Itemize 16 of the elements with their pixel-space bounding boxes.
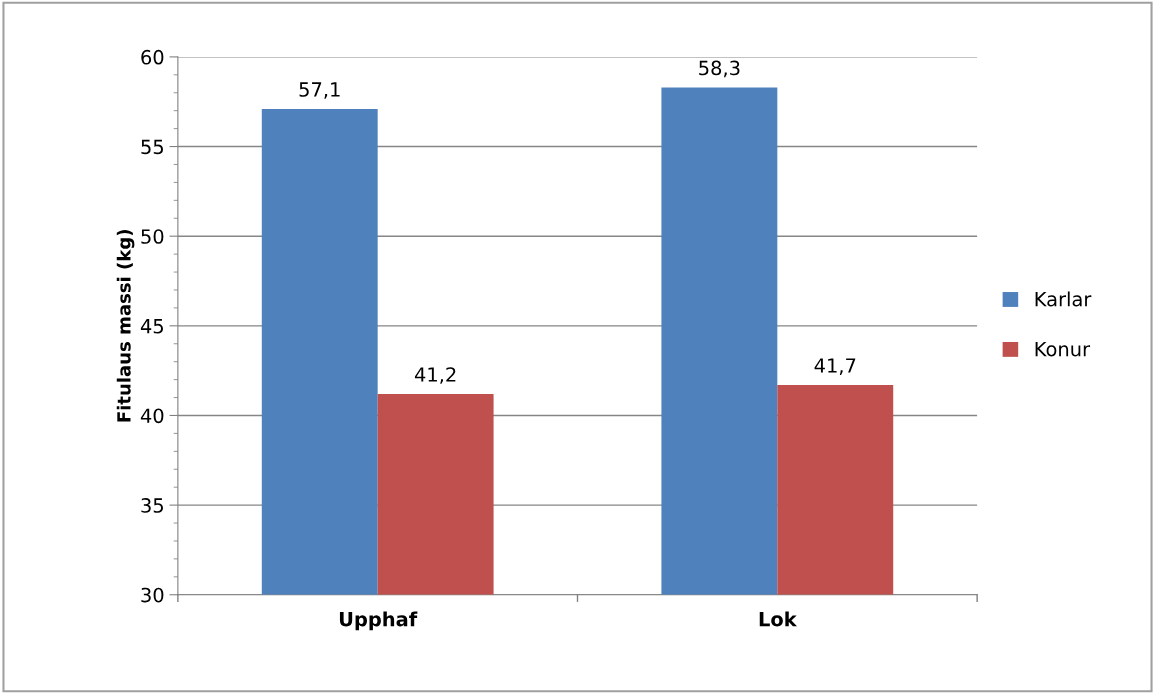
- y-tick-label: 35: [141, 498, 163, 513]
- y-axis-title: Fitulaus massi (kg): [116, 230, 135, 422]
- y-tick-label: 50: [141, 229, 164, 244]
- data-label: 41,2: [414, 367, 456, 384]
- y-tick-label: 30: [141, 587, 164, 603]
- legend-label: Konur: [1035, 341, 1091, 357]
- data-label: 58,3: [699, 60, 740, 78]
- legend-label: Karlar: [1035, 291, 1092, 307]
- x-tick-label: Upphaf: [339, 611, 418, 631]
- y-tick-label: 55: [141, 139, 163, 155]
- y-tick-label: 45: [140, 319, 163, 334]
- y-tick-label: 40: [140, 408, 164, 424]
- x-tick-label: Lok: [759, 611, 798, 627]
- y-tick-label: 60: [141, 49, 164, 65]
- data-label: 57,1: [299, 82, 340, 99]
- data-label: 41,7: [814, 358, 856, 375]
